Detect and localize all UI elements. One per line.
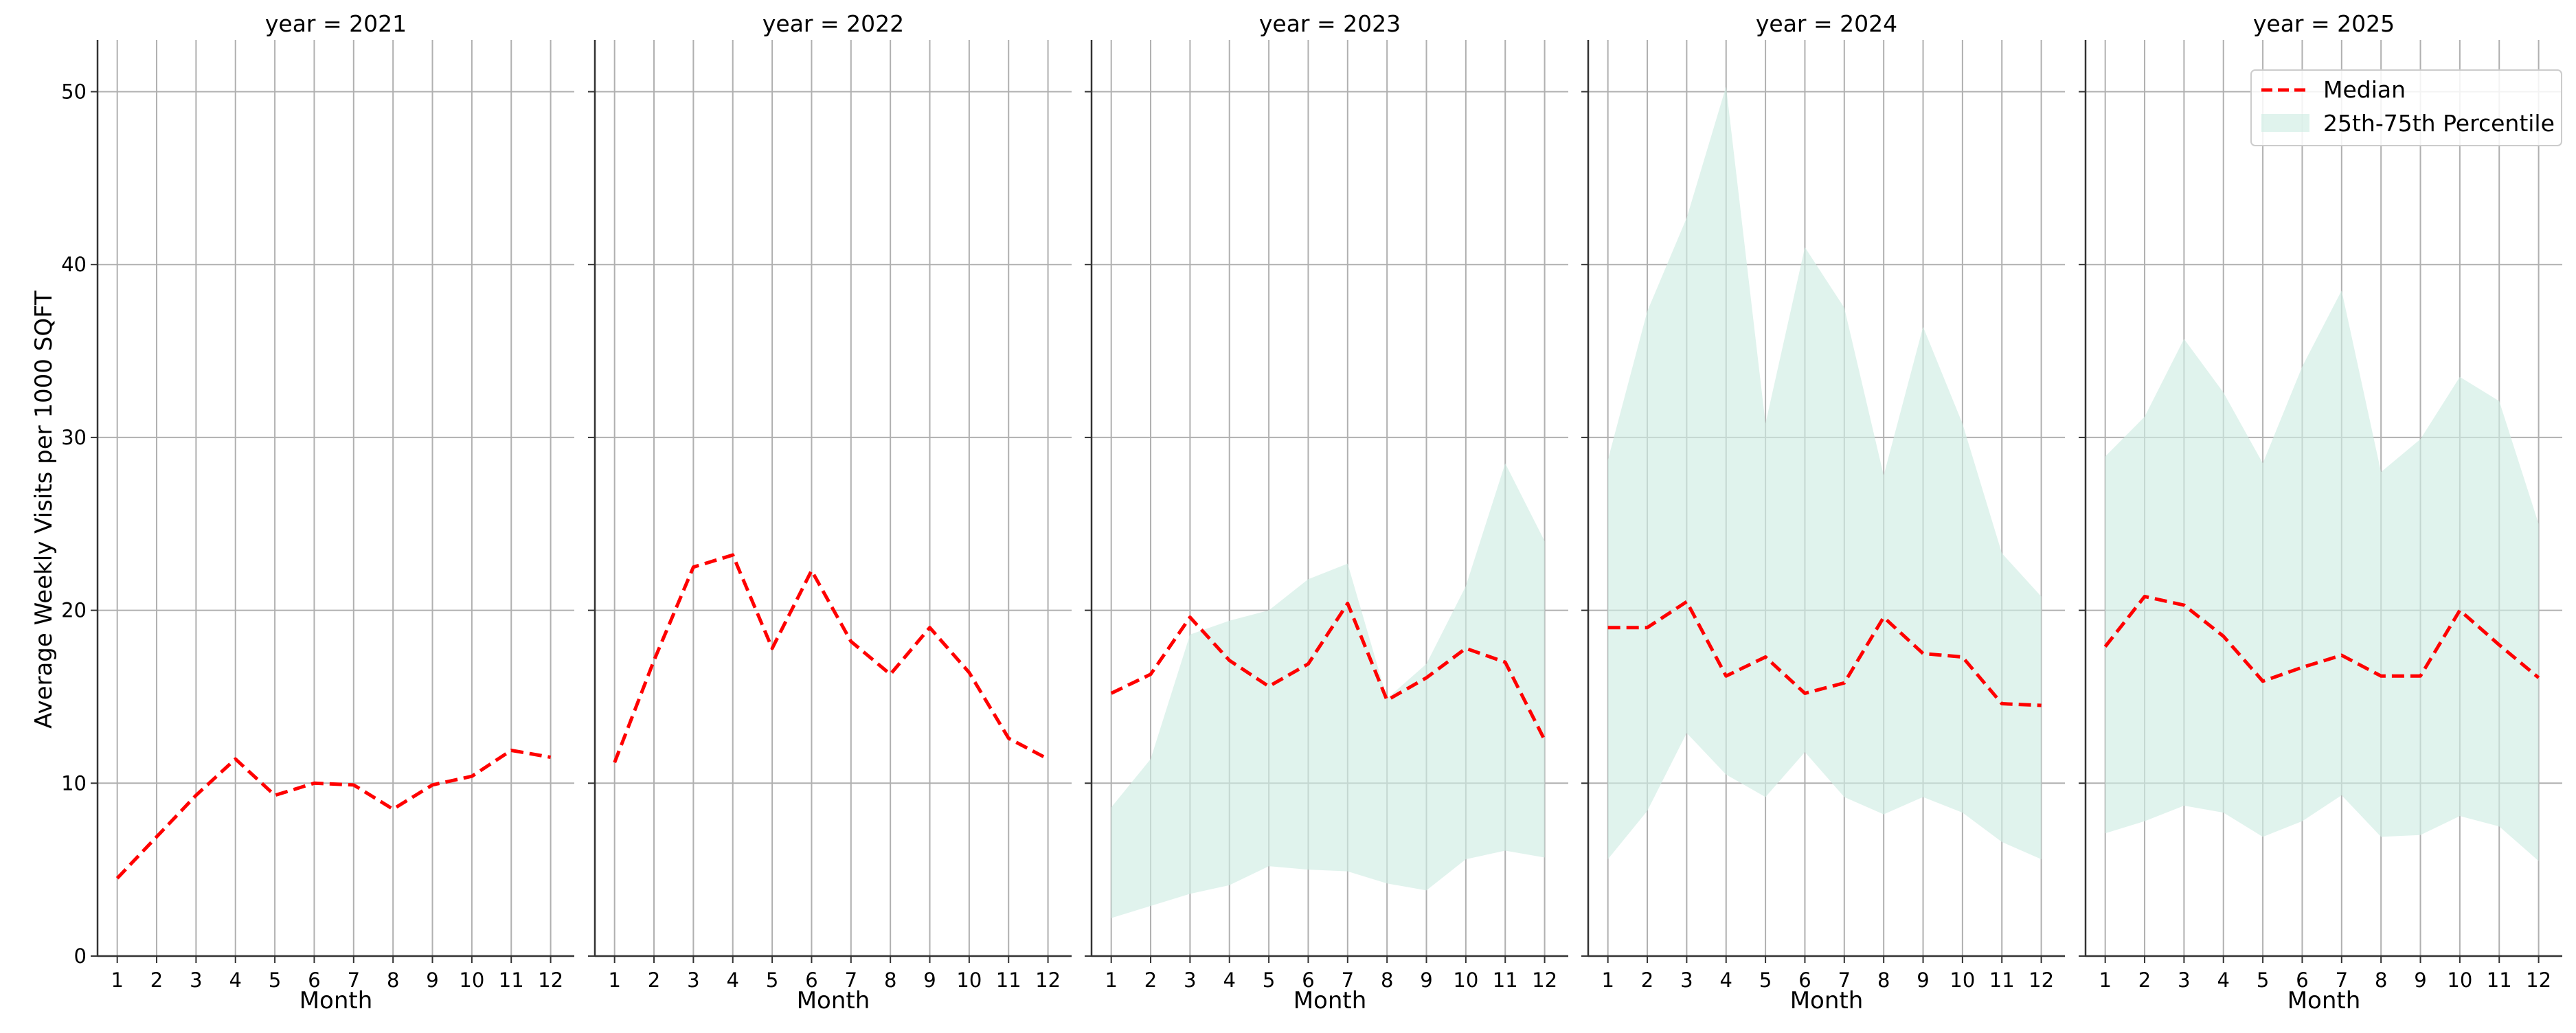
x-tick-label: 3 bbox=[1184, 968, 1196, 992]
x-tick-label: 7 bbox=[845, 968, 857, 992]
x-tick-label: 4 bbox=[1223, 968, 1236, 992]
panel-title: year = 2025 bbox=[2253, 10, 2395, 37]
x-tick-label: 9 bbox=[1917, 968, 1929, 992]
x-tick-label: 3 bbox=[687, 968, 699, 992]
legend-median-label: Median bbox=[2323, 76, 2406, 103]
x-tick-label: 12 bbox=[1532, 968, 1557, 992]
x-tick-label: 4 bbox=[229, 968, 242, 992]
x-tick-label: 1 bbox=[608, 968, 620, 992]
x-tick-label: 2 bbox=[2138, 968, 2151, 992]
y-tick-label: 40 bbox=[61, 253, 87, 276]
median-line-1 bbox=[613, 553, 1049, 763]
x-tick-label: 9 bbox=[1420, 968, 1432, 992]
percentile-band-2 bbox=[1111, 463, 1545, 918]
x-tick-label: 5 bbox=[766, 968, 778, 992]
x-tick-label: 4 bbox=[727, 968, 739, 992]
x-tick-label: 9 bbox=[426, 968, 438, 992]
percentile-band-3 bbox=[1607, 86, 2042, 860]
x-tick-label: 6 bbox=[1302, 968, 1314, 992]
x-tick-label: 12 bbox=[2029, 968, 2054, 992]
x-tick-label: 6 bbox=[805, 968, 817, 992]
legend: Median 25th-75th Percentile bbox=[2250, 69, 2562, 146]
median-line-0 bbox=[115, 748, 552, 880]
x-tick-label: 6 bbox=[308, 968, 320, 992]
x-axis-label: Month bbox=[2287, 987, 2361, 1014]
legend-frame bbox=[2250, 69, 2562, 146]
x-tick-label: 8 bbox=[884, 968, 896, 992]
panel-title: year = 2023 bbox=[1259, 10, 1401, 37]
x-tick-label: 11 bbox=[1989, 968, 2015, 992]
x-tick-label: 1 bbox=[111, 968, 123, 992]
x-tick-label: 6 bbox=[2296, 968, 2308, 992]
x-tick-label: 12 bbox=[538, 968, 563, 992]
y-tick-label: 20 bbox=[61, 599, 87, 622]
x-tick-label: 3 bbox=[190, 968, 202, 992]
x-tick-label: 2 bbox=[1641, 968, 1653, 992]
x-tick-label: 1 bbox=[2099, 968, 2111, 992]
y-tick-label: 10 bbox=[61, 771, 87, 795]
x-tick-label: 4 bbox=[1720, 968, 1732, 992]
percentile-band-4 bbox=[2105, 290, 2539, 861]
x-tick-label: 2 bbox=[150, 968, 163, 992]
x-tick-label: 10 bbox=[459, 968, 484, 992]
x-tick-label: 8 bbox=[1381, 968, 1393, 992]
x-tick-label: 10 bbox=[2447, 968, 2472, 992]
y-tick-label: 50 bbox=[61, 80, 87, 104]
x-tick-label: 3 bbox=[2178, 968, 2190, 992]
x-axis-label: Month bbox=[1790, 987, 1864, 1014]
x-tick-label: 4 bbox=[2217, 968, 2230, 992]
x-tick-label: 5 bbox=[1759, 968, 1772, 992]
x-tick-label: 12 bbox=[1035, 968, 1061, 992]
x-tick-label: 1 bbox=[1601, 968, 1614, 992]
x-tick-label: 1 bbox=[1105, 968, 1117, 992]
x-tick-label: 2 bbox=[1144, 968, 1157, 992]
x-tick-label: 9 bbox=[2414, 968, 2426, 992]
legend-band-label: 25th-75th Percentile bbox=[2323, 110, 2555, 137]
x-tick-label: 5 bbox=[1263, 968, 1275, 992]
x-tick-label: 9 bbox=[923, 968, 936, 992]
x-tick-label: 7 bbox=[348, 968, 360, 992]
x-tick-label: 8 bbox=[1877, 968, 1890, 992]
x-tick-label: 10 bbox=[1453, 968, 1478, 992]
x-axis-label: Month bbox=[300, 987, 373, 1014]
x-tick-label: 8 bbox=[2375, 968, 2387, 992]
panel-title: year = 2024 bbox=[1756, 10, 1897, 37]
x-tick-label: 10 bbox=[956, 968, 982, 992]
x-tick-label: 2 bbox=[648, 968, 660, 992]
x-tick-label: 5 bbox=[2257, 968, 2269, 992]
x-tick-label: 11 bbox=[2487, 968, 2512, 992]
x-axis-label: Month bbox=[797, 987, 870, 1014]
x-tick-label: 8 bbox=[387, 968, 399, 992]
x-tick-label: 11 bbox=[1493, 968, 1518, 992]
x-tick-label: 5 bbox=[269, 968, 281, 992]
x-tick-label: 10 bbox=[1950, 968, 1975, 992]
x-tick-label: 11 bbox=[499, 968, 524, 992]
x-axis-label: Month bbox=[1293, 987, 1367, 1014]
y-tick-label: 0 bbox=[74, 944, 87, 968]
median-line-3 bbox=[1607, 600, 2042, 707]
x-tick-label: 12 bbox=[2526, 968, 2551, 992]
legend-band-swatch bbox=[2261, 114, 2309, 132]
x-tick-label: 11 bbox=[996, 968, 1021, 992]
median-line-4 bbox=[2103, 594, 2540, 683]
median-line-2 bbox=[1110, 602, 1546, 741]
x-tick-label: 6 bbox=[1798, 968, 1811, 992]
panel-title: year = 2022 bbox=[762, 10, 904, 37]
x-tick-label: 3 bbox=[1680, 968, 1693, 992]
panel-title: year = 2021 bbox=[265, 10, 407, 37]
y-tick-label: 30 bbox=[61, 426, 87, 449]
x-tick-label: 7 bbox=[2336, 968, 2348, 992]
y-axis-label: Average Weekly Visits per 1000 SQFT bbox=[30, 291, 58, 729]
x-tick-label: 7 bbox=[1838, 968, 1851, 992]
x-tick-label: 7 bbox=[1342, 968, 1354, 992]
